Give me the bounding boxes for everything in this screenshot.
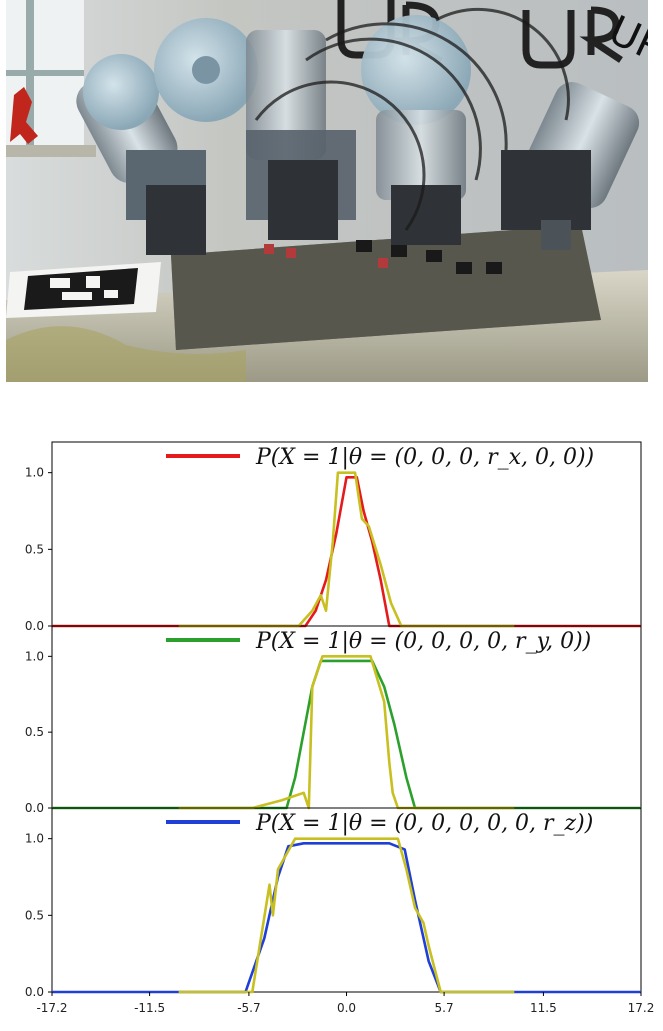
x-tick-label: -17.2	[36, 1001, 67, 1015]
x-tick-label: 11.5	[530, 1001, 557, 1015]
y-tick-label: 0.5	[25, 542, 44, 556]
legend-label: P(X = 1|θ = (0, 0, 0, 0, r_y, 0))	[255, 629, 591, 654]
x-tick-label: 5.7	[435, 1001, 454, 1015]
series-line-1	[52, 841, 641, 994]
legend-label: P(X = 1|θ = (0, 0, 0, r_x, 0, 0))	[255, 445, 594, 470]
x-tick-label: 0.0	[337, 1001, 356, 1015]
chart-panel-2: 0.0 0.5 1.0 P(X = 1|θ = (0, 0, 0, 0, r_y, 0…	[25, 625, 642, 815]
chart-panel-1: 0.0 0.5 1.0 P(X = 1|θ = (0, 0, 0, r_x, 0, 0…	[25, 441, 642, 633]
y-tick-label: 1.0	[25, 649, 44, 663]
x-tick-label: -11.5	[134, 1001, 165, 1015]
series-line-1	[52, 659, 641, 810]
x-tick-label: -5.7	[237, 1001, 260, 1015]
y-tick-label: 0.0	[25, 801, 44, 815]
legend-label: P(X = 1|θ = (0, 0, 0, 0, 0, r_z))	[255, 811, 593, 836]
series-line-1	[52, 476, 641, 628]
probability-charts: 0.0 0.5 1.0 P(X = 1|θ = (0, 0, 0, r_x, 0, 0…	[25, 441, 655, 1015]
chart-panel-3: 0.0 0.5 1.0 P(X = 1|θ = (0, 0, 0, 0, 0, r_z…	[25, 807, 655, 1015]
robot-photo: UR	[6, 0, 648, 382]
series-line-2	[178, 471, 515, 628]
y-tick-label: 1.0	[25, 832, 44, 846]
y-tick-label: 0.0	[25, 619, 44, 633]
y-tick-label: 1.0	[25, 466, 44, 480]
y-tick-label: 0.5	[25, 725, 44, 739]
series-line-2	[178, 654, 515, 810]
y-tick-label: 0.5	[25, 908, 44, 922]
series-line-2	[178, 837, 515, 994]
x-tick-label: 17.2	[628, 1001, 655, 1015]
y-tick-label: 0.0	[25, 985, 44, 999]
